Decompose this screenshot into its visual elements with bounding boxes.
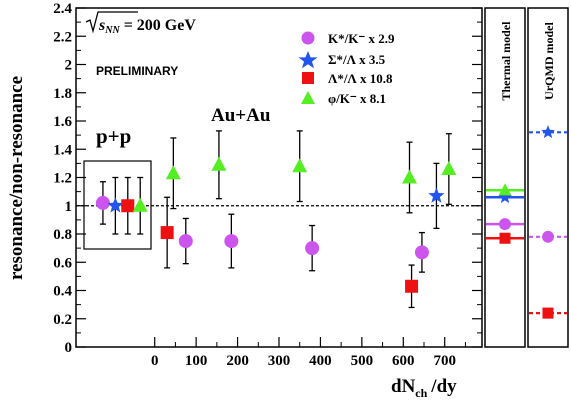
data-point-triangle	[165, 165, 181, 180]
y-tick-label: 1.4	[53, 142, 72, 158]
urqmd-marker-circle	[542, 230, 554, 243]
data-point-square	[121, 199, 135, 213]
x-axis-label: dNch/dy	[391, 376, 457, 400]
x-tick-label: 700	[433, 353, 456, 369]
y-tick-label: 0.8	[53, 227, 72, 243]
data-point-circle	[224, 234, 239, 249]
data-point-triangle	[211, 156, 227, 171]
y-tick-label: 1.8	[53, 86, 72, 102]
y-axis: 0 0.2 0.4 0.6 0.8 1 1.2 1.4 1.6 1.8 2 2.2 2.4	[53, 1, 482, 356]
thermal-marker-circle	[499, 218, 511, 231]
y-axis-label: resonance/non-resonance	[6, 76, 27, 280]
legend-marker-phi	[301, 91, 315, 104]
data-point-triangle	[402, 169, 417, 184]
thermal-marker-triangle	[498, 183, 512, 196]
legend-label-lambda: Λ*/Λ x 10.8	[328, 71, 393, 86]
x-tick-label: 600	[392, 353, 415, 369]
data-point-circle	[95, 195, 110, 210]
x-tick-label: 100	[185, 353, 208, 369]
data-point-square	[160, 226, 174, 240]
y-tick-label: 1.6	[53, 114, 72, 130]
data-point-triangle	[441, 161, 457, 176]
data-point-triangle	[292, 158, 308, 173]
error-bars	[99, 130, 452, 309]
data-point-star	[428, 187, 445, 203]
y-tick-label: 0.4	[53, 284, 72, 300]
legend-marker-sigma	[298, 51, 318, 69]
data-point-square	[405, 279, 419, 293]
x-tick-label: 300	[268, 353, 291, 369]
x-tick-label: 500	[351, 353, 374, 369]
legend: K*/K⁻ x 2.9 Σ*/Λ x 3.5 Λ*/Λ x 10.8 φ/K⁻ …	[298, 31, 395, 106]
preliminary-label: PRELIMINARY	[96, 64, 178, 78]
y-tick-label: 1.2	[53, 171, 72, 187]
data-point-triangle	[132, 197, 148, 212]
thermal-panel-title: Thermal model	[499, 21, 513, 101]
data-point-star	[107, 197, 124, 213]
x-tick-label: 400	[309, 353, 332, 369]
legend-label-phi: φ/K⁻ x 8.1	[328, 91, 386, 106]
thermal-panel-frame	[484, 7, 526, 348]
y-tick-label: 0	[65, 340, 73, 356]
legend-marker-lambda	[302, 72, 314, 84]
thermal-marker-star	[498, 190, 512, 204]
energy-sub: NN	[104, 25, 120, 36]
svg-text:sNN= 200 GeV: sNN = 200 GeV	[98, 17, 196, 36]
label-pp: p+p	[96, 124, 131, 148]
data-point-circle	[178, 234, 193, 249]
energy-label: sNN = 200 GeV	[85, 11, 196, 36]
legend-label-kstar: K*/K⁻ x 2.9	[328, 31, 395, 46]
y-tick-label: 2	[65, 58, 73, 74]
label-auau: Au+Au	[211, 105, 271, 126]
urqmd-marker-star	[541, 125, 555, 139]
model-markers	[486, 125, 567, 319]
y-tick-label: 2.4	[53, 1, 72, 17]
y-tick-label: 1	[65, 199, 73, 215]
urqmd-marker-square	[542, 307, 554, 319]
y-tick-label: 0.2	[53, 312, 72, 328]
main-plot-frame	[75, 7, 483, 348]
data-point-circle	[414, 245, 429, 260]
x-axis: 0 100 200 300 400 500 600 700	[151, 337, 466, 369]
energy-value: = 200 GeV	[124, 17, 197, 34]
x-tick-label: 0	[151, 353, 159, 369]
energy-symbol: s	[98, 17, 105, 34]
legend-label-sigma: Σ*/Λ x 3.5	[328, 52, 386, 67]
urqmd-panel-title: UrQMD model	[542, 22, 556, 100]
y-tick-label: 2.2	[53, 29, 72, 45]
urqmd-panel-frame	[527, 7, 569, 348]
thermal-marker-square	[499, 232, 511, 244]
data-point-circle	[305, 241, 320, 256]
data-markers	[95, 156, 457, 293]
pp-box	[83, 160, 152, 250]
legend-marker-kstar	[301, 31, 315, 45]
x-tick-label: 200	[226, 353, 249, 369]
y-tick-label: 0.6	[53, 255, 72, 271]
